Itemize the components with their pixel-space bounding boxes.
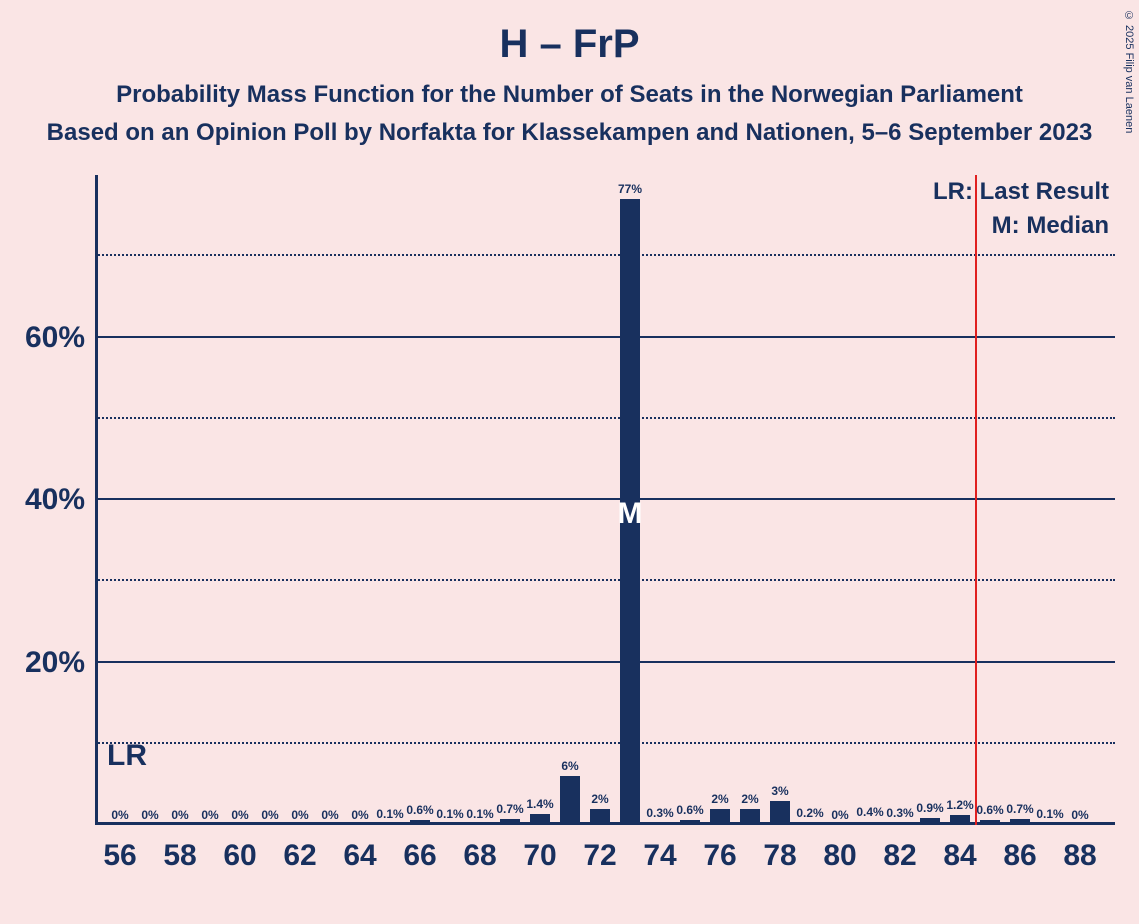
bar [740, 809, 760, 825]
x-tick-label: 66 [403, 825, 436, 873]
bar-value-label: 1.2% [946, 798, 973, 815]
bar-value-label: 0.9% [916, 801, 943, 818]
x-tick-label: 80 [823, 825, 856, 873]
bar-value-label: 6% [561, 759, 578, 776]
bar-value-label: 0.4% [856, 805, 883, 822]
bar-value-label: 0.6% [406, 803, 433, 820]
y-tick-label: 40% [25, 483, 85, 517]
x-tick-label: 86 [1003, 825, 1036, 873]
x-tick-label: 74 [643, 825, 676, 873]
bar-value-label: 1.4% [526, 797, 553, 814]
bar-value-label: 0.1% [436, 807, 463, 824]
x-tick-label: 78 [763, 825, 796, 873]
bar-value-label: 0.6% [976, 803, 1003, 820]
bar-value-label: 0% [171, 808, 188, 825]
x-tick-label: 62 [283, 825, 316, 873]
bar-value-label: 0% [111, 808, 128, 825]
bar [680, 820, 700, 825]
bar-value-label: 0.1% [1036, 807, 1063, 824]
chart-subtitle-2: Based on an Opinion Poll by Norfakta for… [0, 109, 1139, 147]
bar-value-label: 0.6% [676, 803, 703, 820]
lr-vertical-line [975, 175, 977, 825]
bar-value-label: 0.3% [646, 806, 673, 823]
bar [500, 819, 520, 825]
bar-value-label: 0% [321, 808, 338, 825]
x-tick-label: 58 [163, 825, 196, 873]
x-tick-label: 72 [583, 825, 616, 873]
bar [950, 815, 970, 825]
bar-value-label: 0% [1071, 808, 1088, 825]
bar-value-label: 2% [741, 792, 758, 809]
bar-value-label: 0.7% [1006, 802, 1033, 819]
bar-value-label: 0% [291, 808, 308, 825]
x-tick-label: 70 [523, 825, 556, 873]
bar-value-label: 0% [831, 808, 848, 825]
bar-value-label: 0.2% [796, 806, 823, 823]
pmf-bar-chart: 20%40%60% 0%0%0%0%0%0%0%0%0%0.1%0.6%0.1%… [95, 175, 1115, 825]
chart-title: H – FrP [0, 0, 1139, 67]
lr-marker: LR [107, 739, 147, 773]
y-tick-label: 20% [25, 646, 85, 680]
chart-subtitle-1: Probability Mass Function for the Number… [0, 67, 1139, 109]
bar [530, 814, 550, 825]
bar-value-label: 77% [618, 182, 642, 199]
x-tick-label: 60 [223, 825, 256, 873]
bar-value-label: 0.7% [496, 802, 523, 819]
bar-value-label: 0% [141, 808, 158, 825]
bar [1040, 824, 1060, 825]
bar [710, 809, 730, 825]
bar-value-label: 0.3% [886, 806, 913, 823]
bar [440, 824, 460, 825]
bar-value-label: 0% [261, 808, 278, 825]
bar-value-label: 0% [351, 808, 368, 825]
x-tick-label: 56 [103, 825, 136, 873]
copyright-text: © 2025 Filip van Laenen [1123, 10, 1135, 133]
bar [380, 824, 400, 825]
bar [560, 776, 580, 825]
bar [980, 820, 1000, 825]
bar-value-label: 3% [771, 784, 788, 801]
bars-container: 0%0%0%0%0%0%0%0%0%0.1%0.6%0.1%0.1%0.7%1.… [95, 175, 1115, 825]
bar [800, 823, 820, 825]
bar [590, 809, 610, 825]
x-tick-label: 88 [1063, 825, 1096, 873]
x-tick-label: 68 [463, 825, 496, 873]
bar-value-label: 2% [591, 792, 608, 809]
x-tick-label: 84 [943, 825, 976, 873]
x-tick-label: 82 [883, 825, 916, 873]
x-tick-label: 64 [343, 825, 376, 873]
bar-value-label: 0% [201, 808, 218, 825]
bar-value-label: 2% [711, 792, 728, 809]
bar [920, 818, 940, 825]
bar-value-label: 0.1% [466, 807, 493, 824]
y-tick-label: 60% [25, 321, 85, 355]
bar [860, 822, 880, 825]
x-tick-label: 76 [703, 825, 736, 873]
bar-value-label: 0.1% [376, 807, 403, 824]
median-marker: M [618, 497, 643, 531]
bar-value-label: 0% [231, 808, 248, 825]
bar [770, 801, 790, 825]
